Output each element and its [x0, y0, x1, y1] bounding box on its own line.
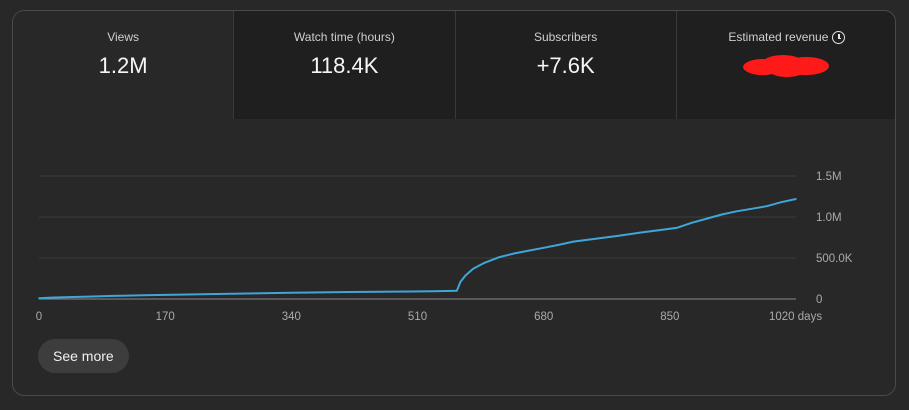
x-tick-label: 1020 days: [769, 311, 822, 323]
data-point: [691, 221, 693, 224]
x-tick-label: 170: [156, 311, 175, 323]
data-point: [142, 294, 144, 297]
data-point: [513, 252, 515, 255]
x-tick-label: 340: [282, 311, 301, 323]
redaction-scribble: [742, 53, 831, 79]
data-point: [186, 293, 189, 296]
data-point: [446, 290, 449, 292]
x-tick-label: 680: [534, 311, 553, 323]
data-point: [260, 292, 263, 295]
data-point: [464, 274, 467, 276]
data-point: [557, 244, 560, 246]
data-point: [483, 262, 486, 264]
tab-label-text: Subscribers: [533, 30, 598, 44]
data-point: [379, 291, 382, 293]
views-chart: 0 500.0K 1.0M 1.5M 0 170 340 510 680 850 1020 days: [13, 119, 895, 329]
data-point: [676, 226, 679, 229]
data-point: [164, 294, 166, 296]
tab-watch-time-hours[interactable]: Watch time (hours) 118.4K: [233, 11, 455, 119]
data-point: [38, 297, 40, 299]
metric-tabs: Views 1.2M Watch time (hours) 118.4K Subscri…: [13, 11, 895, 119]
tab-label-text: Watch time (hours): [293, 30, 395, 44]
tab-label: Views: [13, 30, 233, 45]
tab-label-text: Views: [107, 30, 140, 44]
data-point: [617, 235, 619, 237]
views-line-chart: 0 500.0K 1.0M 1.5M 0 170 340 510 680 850 1020 days: [36, 171, 853, 323]
analytics-card: Views 1.2M Watch time (hours) 118.4K Subscri…: [12, 10, 896, 396]
data-point: [542, 247, 545, 249]
tab-label: Subscribers: [456, 30, 676, 45]
tab-views[interactable]: Views 1.2M: [13, 11, 234, 119]
data-point: [661, 228, 664, 231]
data-point: [594, 237, 597, 240]
data-point: [750, 208, 753, 210]
tab-estimated-revenue[interactable]: Estimated revenue: [675, 11, 895, 119]
data-point: [639, 231, 641, 234]
data-point: [459, 281, 462, 283]
tab-subscribers[interactable]: Subscribers +7.6K: [454, 11, 676, 119]
data-point: [472, 267, 475, 270]
tab-value: 1.2M: [98, 53, 148, 78]
data-point: [320, 291, 322, 294]
data-point: [349, 291, 352, 293]
data-point: [223, 293, 226, 295]
data-point: [528, 249, 530, 252]
data-point: [431, 290, 434, 292]
y-tick-label: 1.5M: [816, 171, 842, 183]
y-tick-label: 0: [816, 294, 822, 306]
tab-value: +7.6K: [536, 53, 595, 78]
data-point: [82, 295, 85, 298]
data-point: [795, 198, 797, 200]
tab-label: Watch time (hours): [234, 30, 454, 45]
x-tick-label: 850: [660, 311, 679, 323]
clock-icon[interactable]: [832, 31, 846, 44]
tab-value: 118.4K: [310, 53, 379, 78]
views-series-line[interactable]: [38, 198, 797, 300]
data-point: [765, 205, 768, 208]
data-point: [735, 210, 738, 213]
data-point: [706, 217, 708, 220]
x-tick-label: 510: [408, 311, 427, 323]
x-tick-label: 0: [36, 311, 42, 323]
data-point: [721, 213, 723, 216]
tab-label-text: Estimated revenue: [728, 30, 829, 44]
y-tick-label: 500.0K: [816, 253, 853, 265]
see-more-button[interactable]: See more: [38, 339, 129, 373]
data-point: [290, 292, 293, 294]
data-point: [409, 290, 411, 293]
data-point: [112, 295, 114, 297]
y-tick-label: 1.0M: [816, 212, 842, 224]
data-point: [456, 290, 458, 292]
data-point: [780, 201, 782, 203]
data-point: [498, 256, 500, 258]
data-point: [53, 296, 55, 299]
tab-label: Estimated revenue: [677, 30, 895, 45]
data-point: [572, 240, 575, 243]
tab-value: [677, 53, 895, 79]
